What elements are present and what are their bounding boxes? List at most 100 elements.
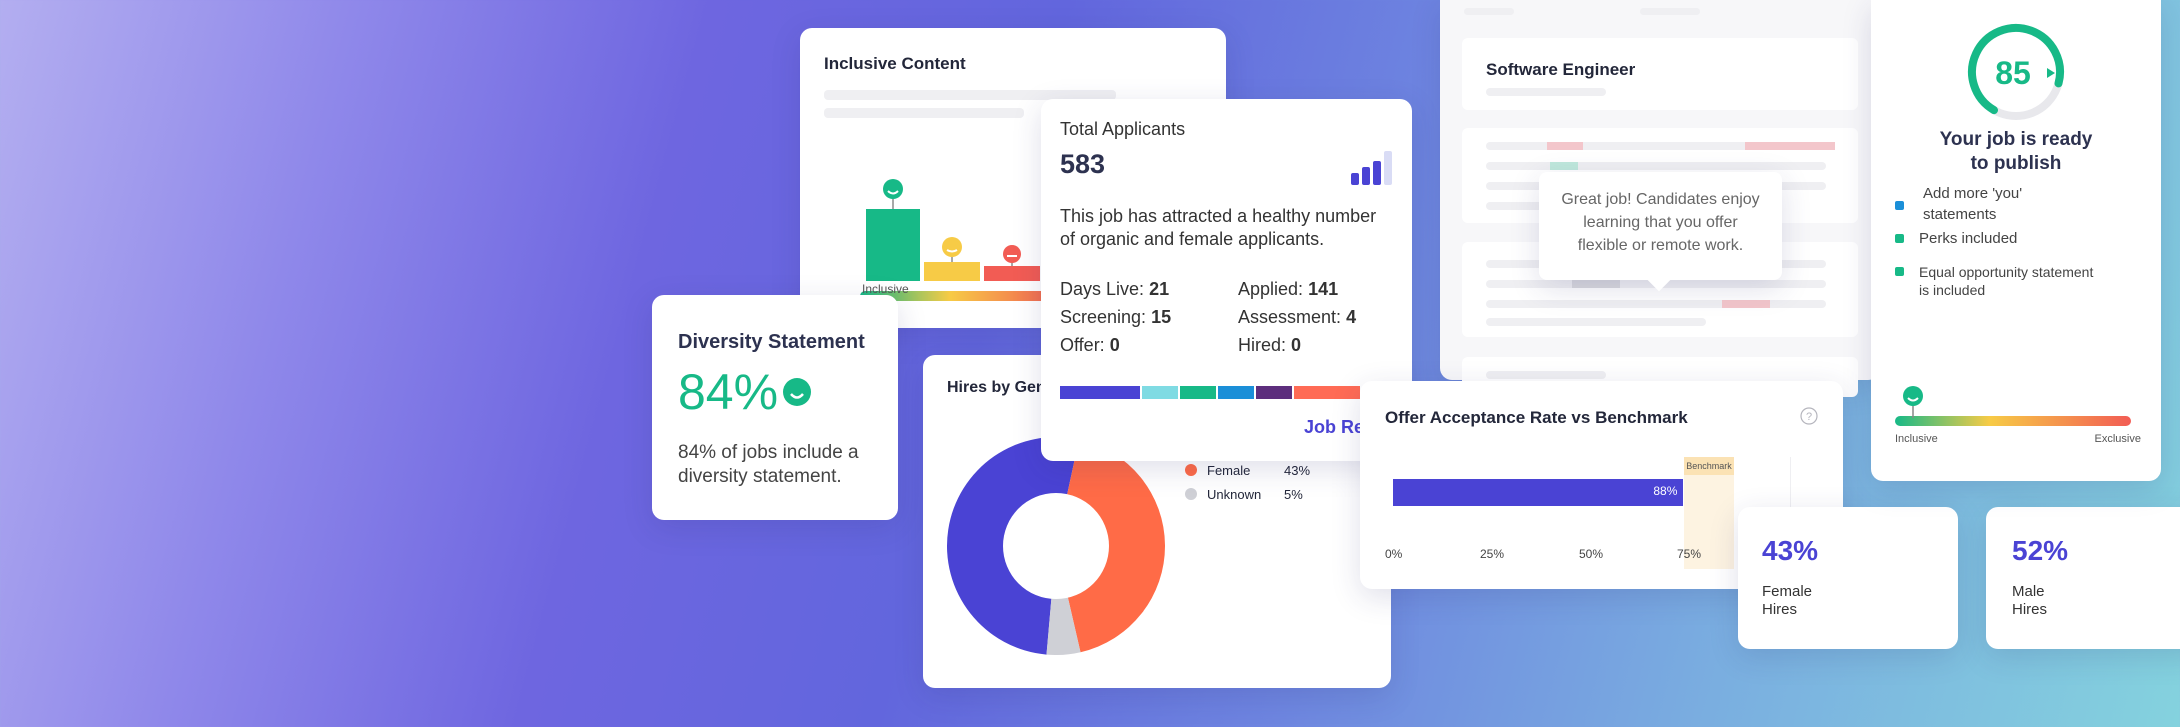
job-title: Software Engineer: [1486, 60, 1636, 79]
diversity-statement-card: Diversity Statement 84% 84% of jobs incl…: [652, 295, 898, 520]
offer-title: Offer Acceptance Rate vs Benchmark: [1385, 408, 1688, 427]
stat-label: Assessment:: [1238, 307, 1342, 327]
pipeline-segment: [1142, 386, 1178, 399]
headline-line: Your job is ready: [1939, 129, 2093, 150]
signal-bars-icon: [1351, 151, 1392, 185]
highlight-mark: [1547, 142, 1583, 150]
axis-tick-label: 0%: [1385, 547, 1403, 561]
score-headline: Your job is ready to publish: [1871, 128, 2161, 176]
job-report-link[interactable]: Job Re: [1304, 417, 1365, 437]
placeholder-line: [1486, 142, 1826, 150]
tooltip-line: flexible or remote work.: [1577, 237, 1744, 254]
offer-rate-bar: 88%: [1393, 479, 1684, 506]
stat-hired: Hired: 0: [1238, 335, 1301, 356]
neutral-face-icon: [942, 237, 962, 257]
applicants-title: Total Applicants: [1060, 119, 1186, 139]
stat-offer: Offer: 0: [1060, 335, 1120, 356]
neutral-bar: [924, 262, 980, 281]
pipeline-bar: [1060, 386, 1385, 399]
female-hires-card: 43% Female Hires: [1738, 507, 1958, 649]
scale-left-label: Inclusive: [1895, 433, 1938, 445]
tip-tooltip: Great job! Candidates enjoy learning tha…: [1539, 172, 1782, 292]
legend-item-female: Female 43%: [1185, 460, 1365, 484]
question-circle-icon[interactable]: ?: [1800, 407, 1818, 425]
stat-applied: Applied: 141: [1238, 279, 1338, 300]
label-line: Hires: [2012, 601, 2048, 618]
stat-label: Applied:: [1238, 279, 1304, 299]
stat-value: 4: [1346, 307, 1357, 327]
gender-donut-chart: [947, 437, 1165, 655]
highlight-mark: [1745, 142, 1835, 150]
offer-axis: 0% 25% 50% 75%: [1385, 547, 1715, 563]
checklist-text: Add more 'you': [1923, 185, 2023, 202]
placeholder-line: [1486, 300, 1826, 308]
exclusive-bar: [984, 266, 1040, 281]
score-value: 85: [1995, 55, 2031, 91]
benchmark-label: Benchmark: [1684, 457, 1734, 475]
inclusive-scale-label: Inclusive: [862, 282, 909, 296]
benchmark-band: [1684, 457, 1734, 569]
stat-label: Days Live:: [1060, 279, 1145, 299]
legend-color-dot: [1185, 464, 1197, 476]
checklist-item-you-statements: Add more 'you' statements: [1895, 183, 2145, 228]
label-line: Hires: [1762, 601, 1798, 618]
applicants-summary: This job has attracted a healthy number …: [1060, 205, 1376, 251]
checklist-item-equal-opportunity: Equal opportunity statement is included: [1895, 263, 2145, 303]
pipeline-segment: [1180, 386, 1216, 399]
placeholder-line: [1486, 88, 1606, 96]
female-hires-label: Female Hires: [1762, 583, 1812, 619]
description-line: 84% of jobs include a: [678, 442, 859, 463]
pipeline-segment: [1294, 386, 1360, 399]
legend-label: Unknown: [1207, 487, 1262, 502]
legend-value: 43%: [1284, 463, 1311, 478]
placeholder-line: [824, 90, 1116, 100]
diversity-title: Diversity Statement: [678, 331, 865, 353]
placeholder-line: [1486, 162, 1826, 170]
stat-label: Screening:: [1060, 307, 1147, 327]
happy-face-icon: [1903, 386, 1923, 406]
checklist-text: Equal opportunity statement: [1919, 264, 2094, 280]
job-title-box[interactable]: Software Engineer: [1462, 38, 1858, 110]
checklist-dot: [1895, 267, 1904, 276]
axis-tick-label: 75%: [1677, 547, 1702, 561]
tooltip-line: Great job! Candidates enjoy: [1561, 191, 1760, 208]
scale-right-label: Exclusive: [2094, 433, 2141, 445]
inclusivity-scale: [1895, 386, 2131, 426]
hires-by-gender-title: Hires by Gen: [947, 379, 1046, 396]
axis-tick-label: 50%: [1579, 547, 1604, 561]
axis-tick-label: 25%: [1480, 547, 1505, 561]
job-score-card: 85 Your job is ready to publish Add more…: [1871, 0, 2161, 481]
happy-face-icon: [883, 179, 903, 199]
placeholder-line: [1486, 371, 1606, 379]
donut-slice-female: [1056, 439, 1165, 653]
checklist-item-perks: Perks included: [1895, 228, 2145, 263]
tooltip-line: learning that you offer: [1583, 214, 1738, 231]
placeholder-line: [1486, 318, 1706, 326]
stat-value: 141: [1308, 279, 1339, 299]
checklist-dot: [1895, 234, 1904, 243]
stat-value: 15: [1151, 307, 1172, 327]
score-gauge: 85: [1968, 24, 2064, 120]
legend-item-unknown: Unknown 5%: [1185, 484, 1365, 508]
gender-legend: Female 43% Unknown 5%: [1185, 460, 1365, 508]
female-hires-value: 43%: [1762, 535, 1819, 566]
inclusive-bar: [866, 209, 920, 281]
pipeline-segment: [1218, 386, 1254, 399]
highlight-mark: [1550, 162, 1578, 170]
stat-label: Hired:: [1238, 335, 1287, 355]
headline-line: to publish: [1970, 153, 2062, 174]
male-hires-value: 52%: [2012, 535, 2069, 566]
svg-text:?: ?: [1806, 411, 1812, 423]
diversity-description: 84% of jobs include a diversity statemen…: [678, 441, 859, 489]
offer-rate-label: 88%: [1653, 484, 1678, 498]
summary-line: This job has attracted a healthy number: [1060, 206, 1377, 226]
checklist-text: statements: [1923, 206, 1997, 223]
inclusivity-bar-graphic: [860, 179, 1060, 301]
male-hires-label: Male Hires: [2012, 583, 2047, 619]
applicants-count: 583: [1060, 149, 1106, 179]
legend-label: Female: [1207, 463, 1251, 478]
stat-label: Offer:: [1060, 335, 1105, 355]
stat-screening: Screening: 15: [1060, 307, 1171, 328]
pipeline-segment: [1060, 386, 1140, 399]
happy-face-icon: [783, 378, 811, 406]
